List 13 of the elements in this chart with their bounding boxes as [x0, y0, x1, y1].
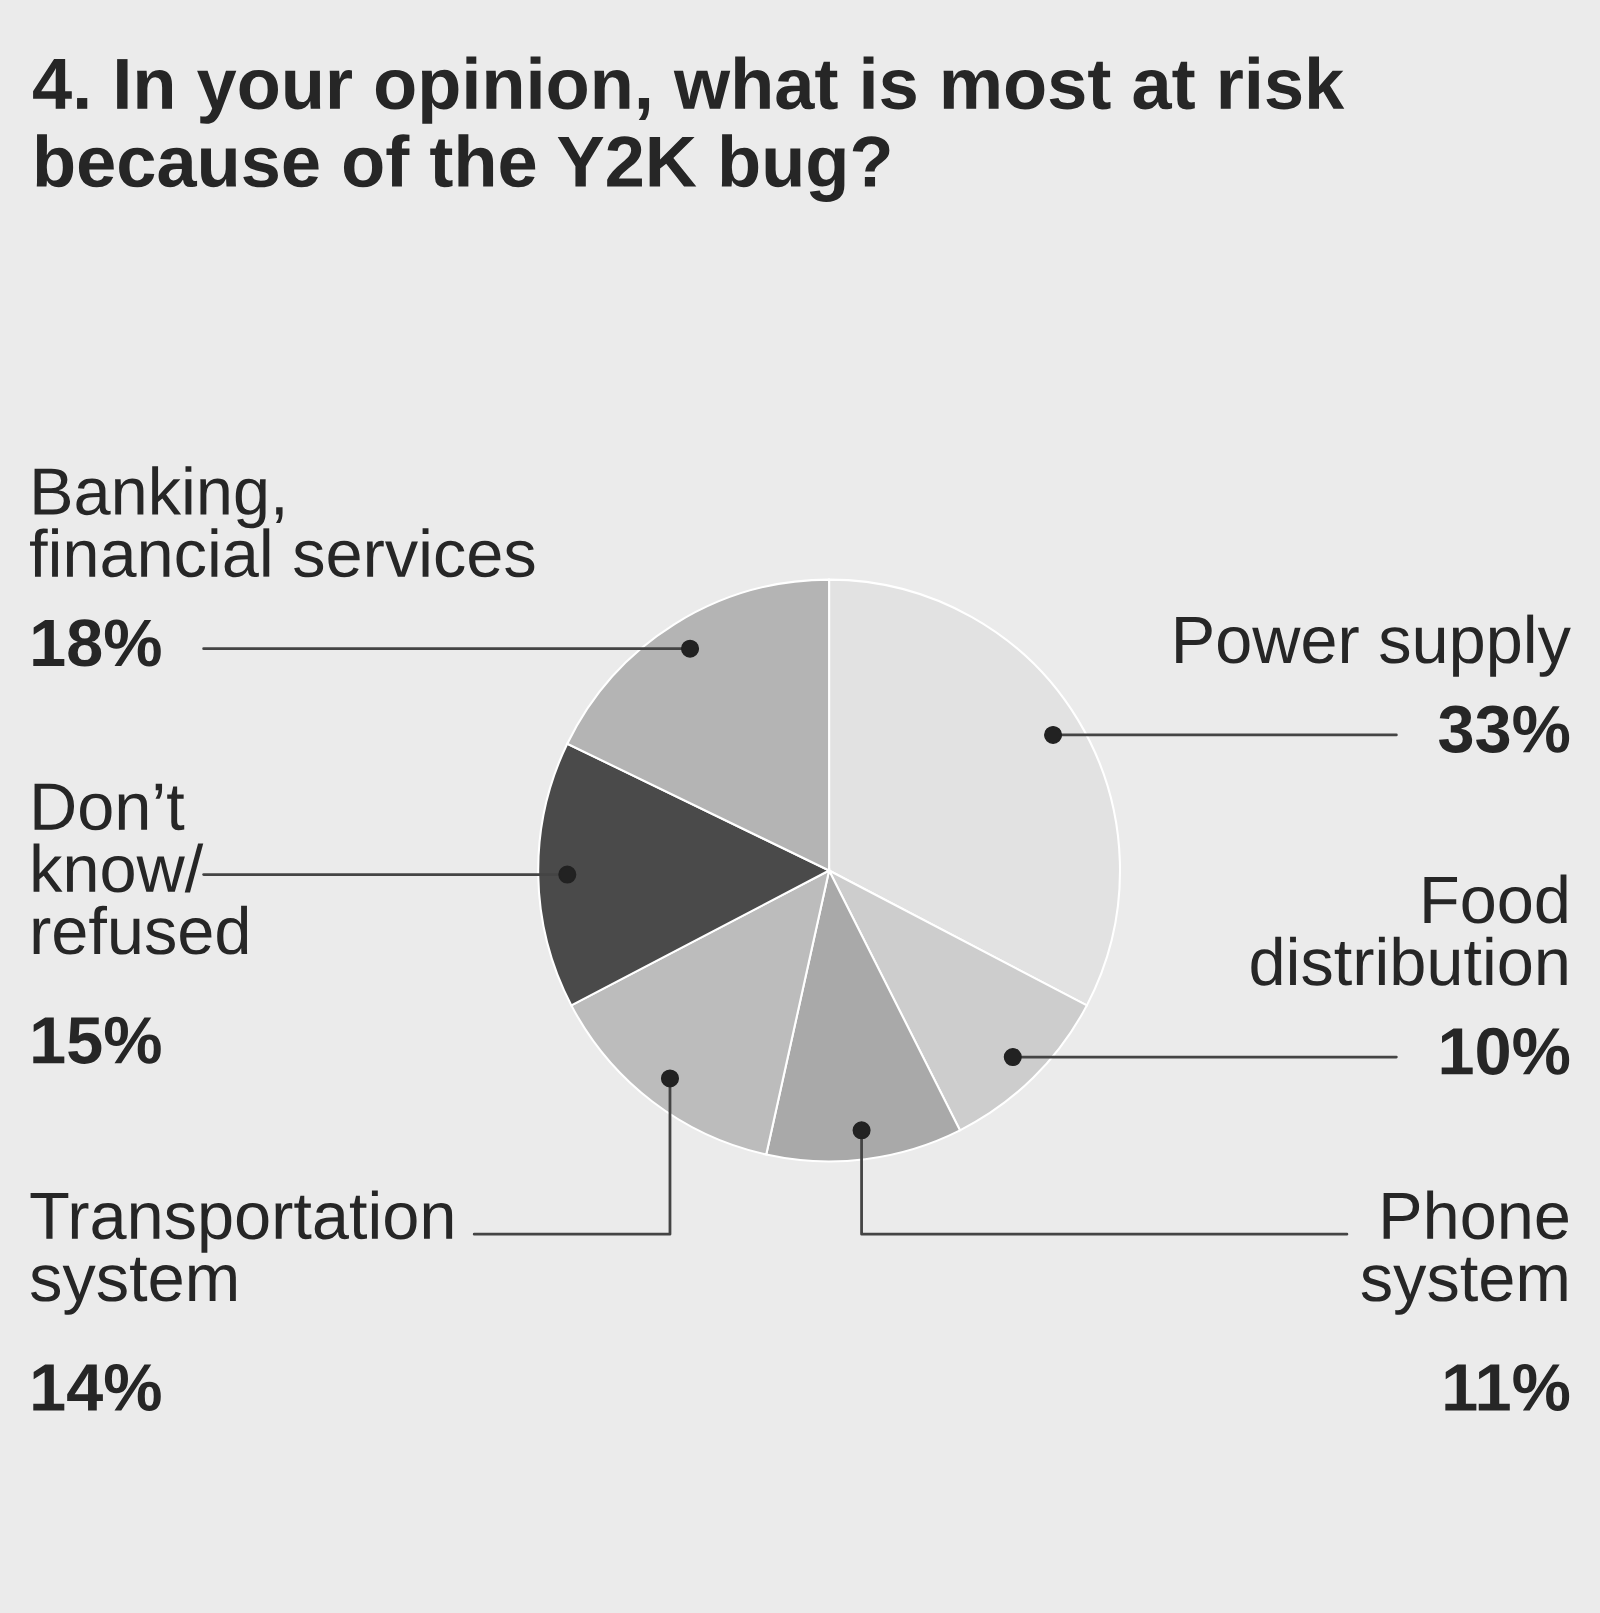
- slice-label: Don’t know/ refused: [33, 783, 248, 955]
- data-label: 18%: [33, 619, 161, 667]
- slice-label: Transportation system: [30, 1190, 453, 1315]
- data-label: 33%: [1439, 705, 1570, 753]
- data-label: 10%: [1441, 1027, 1570, 1075]
- slice-label: Phone system: [1361, 1190, 1568, 1315]
- slice-label: Banking, financial services: [30, 466, 535, 578]
- slice-label: Power supply: [1176, 614, 1571, 677]
- data-label: 15%: [33, 1016, 161, 1064]
- data-label: 14%: [33, 1364, 161, 1411]
- slice-label: Food distribution: [1251, 874, 1567, 986]
- chart-title: 4. In your opinion, what is most at risk because of the Y2K bug?: [33, 56, 1345, 202]
- data-label: 11%: [1445, 1364, 1570, 1411]
